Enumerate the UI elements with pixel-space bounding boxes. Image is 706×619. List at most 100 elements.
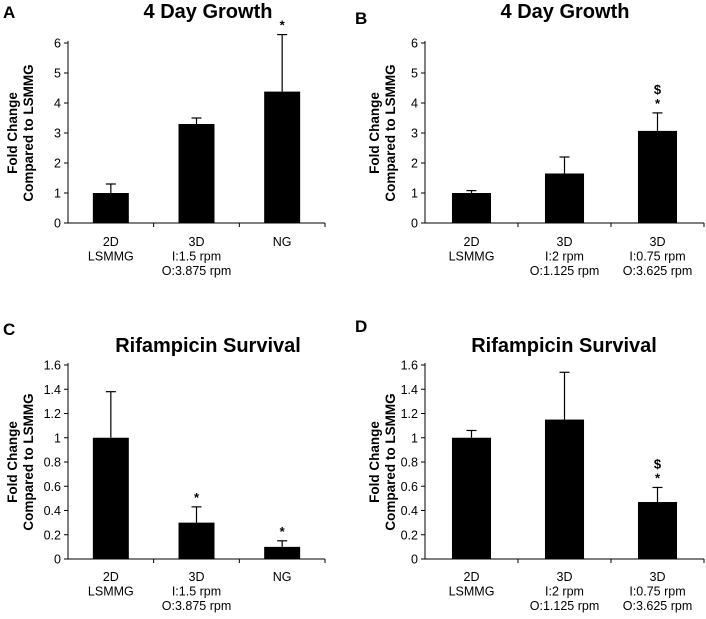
y-axis-label-line: Compared to LSMMG — [21, 64, 36, 201]
y-axis-label-line: Compared to LSMMG — [21, 393, 36, 530]
x-tick-label: 3D — [557, 235, 573, 249]
significance-label: * — [280, 18, 286, 33]
y-tick-label: 0 — [54, 553, 61, 567]
x-tick-label: 3D — [189, 570, 205, 584]
chart-panel-a: A 4 Day Growth Fold Change Compared to LSMM… — [3, 1, 326, 278]
x-tick-label: I:0.75 rpm — [629, 585, 685, 599]
y-tick-label: 2 — [54, 157, 61, 171]
y-tick-label: 6 — [411, 37, 418, 51]
y-tick-label: 5 — [54, 67, 61, 81]
y-tick-label: 0.8 — [401, 456, 418, 470]
bar — [178, 124, 215, 223]
chart-panel-c: C Rifampicin Survival Fold Change Compared … — [3, 320, 326, 613]
y-tick-label: 1 — [411, 187, 418, 201]
y-tick-label: 1 — [54, 187, 61, 201]
y-tick-label: 1.2 — [44, 407, 61, 421]
x-tick-label: I:2 rpm — [545, 585, 584, 599]
y-axis-label-line: Compared to LSMMG — [383, 393, 398, 530]
y-axis-label-line: Fold Change — [367, 421, 382, 503]
significance-label: * — [655, 96, 661, 111]
bar — [92, 437, 129, 559]
y-tick-label: 0.4 — [44, 504, 61, 518]
bar — [92, 193, 129, 223]
y-tick-label: 0.8 — [44, 456, 61, 470]
y-axis-label-line: Fold Change — [367, 92, 382, 174]
x-tick-label: LSMMG — [88, 585, 134, 599]
panel-label: B — [355, 9, 367, 28]
chart-panel-b: B 4 Day Growth Fold Change Compared to LSMM… — [355, 1, 705, 278]
y-tick-label: 1 — [54, 431, 61, 445]
bar — [544, 173, 585, 223]
x-tick-label: LSMMG — [449, 585, 495, 599]
significance-label: $ — [654, 456, 662, 471]
chart-panel-d: D Rifampicin Survival Fold Change Compared … — [355, 317, 705, 613]
bar — [637, 502, 678, 559]
y-tick-label: 0 — [411, 217, 418, 231]
y-tick-label: 1 — [411, 431, 418, 445]
x-tick-label: I:1.5 rpm — [172, 250, 221, 264]
x-tick-label: 3D — [650, 570, 666, 584]
x-tick-label: O:3.875 rpm — [162, 264, 231, 278]
y-tick-label: 1.6 — [401, 359, 418, 373]
x-tick-label: I:0.75 rpm — [629, 250, 685, 264]
y-tick-label: 0 — [411, 553, 418, 567]
y-tick-label: 1.2 — [401, 407, 418, 421]
y-axis-label-line: Compared to LSMMG — [383, 64, 398, 201]
x-tick-label: NG — [273, 235, 292, 249]
y-tick-label: 3 — [411, 127, 418, 141]
bar — [451, 437, 492, 559]
y-tick-label: 0.4 — [401, 504, 418, 518]
y-tick-label: 0.6 — [401, 480, 418, 494]
x-tick-label: NG — [273, 570, 292, 584]
bar — [178, 522, 215, 559]
chart-title: 4 Day Growth — [501, 1, 630, 23]
y-tick-label: 4 — [411, 97, 418, 111]
x-tick-label: O:3.625 rpm — [623, 599, 692, 613]
panel-label: A — [3, 3, 15, 22]
y-tick-label: 3 — [54, 127, 61, 141]
x-tick-label: 2D — [103, 570, 119, 584]
bar — [451, 193, 492, 223]
y-tick-label: 6 — [54, 37, 61, 51]
x-tick-label: O:1.125 rpm — [530, 264, 599, 278]
y-tick-label: 5 — [411, 67, 418, 81]
bar — [264, 546, 301, 559]
y-tick-label: 0.2 — [401, 528, 418, 542]
y-tick-label: 4 — [54, 97, 61, 111]
panel-label: C — [3, 320, 15, 339]
bar — [264, 91, 301, 223]
y-tick-label: 0 — [54, 217, 61, 231]
y-axis-label-line: Fold Change — [5, 421, 20, 503]
x-tick-label: 3D — [557, 570, 573, 584]
x-tick-label: 2D — [103, 235, 119, 249]
y-tick-label: 0.6 — [44, 480, 61, 494]
y-tick-label: 1.4 — [401, 383, 418, 397]
x-tick-label: 3D — [189, 235, 205, 249]
chart-title: Rifampicin Survival — [115, 335, 301, 357]
significance-label: * — [280, 524, 286, 539]
x-tick-label: I:2 rpm — [545, 250, 584, 264]
panel-label: D — [355, 317, 367, 336]
x-tick-label: 3D — [650, 235, 666, 249]
y-tick-label: 0.2 — [44, 528, 61, 542]
significance-label: * — [194, 490, 200, 505]
significance-label: * — [655, 470, 661, 485]
y-axis-label-line: Fold Change — [5, 92, 20, 174]
bar — [637, 130, 678, 223]
chart-title: 4 Day Growth — [144, 1, 273, 23]
x-tick-label: LSMMG — [449, 250, 495, 264]
x-tick-label: O:1.125 rpm — [530, 599, 599, 613]
y-tick-label: 1.6 — [44, 359, 61, 373]
x-tick-label: I:1.5 rpm — [172, 585, 221, 599]
x-tick-label: LSMMG — [88, 250, 134, 264]
y-tick-label: 1.4 — [44, 383, 61, 397]
x-tick-label: 2D — [464, 570, 480, 584]
bar — [544, 419, 585, 559]
x-tick-label: 2D — [464, 235, 480, 249]
x-tick-label: O:3.875 rpm — [162, 599, 231, 613]
y-tick-label: 2 — [411, 157, 418, 171]
chart-title: Rifampicin Survival — [471, 335, 657, 357]
significance-label: $ — [654, 82, 662, 97]
x-tick-label: O:3.625 rpm — [623, 264, 692, 278]
